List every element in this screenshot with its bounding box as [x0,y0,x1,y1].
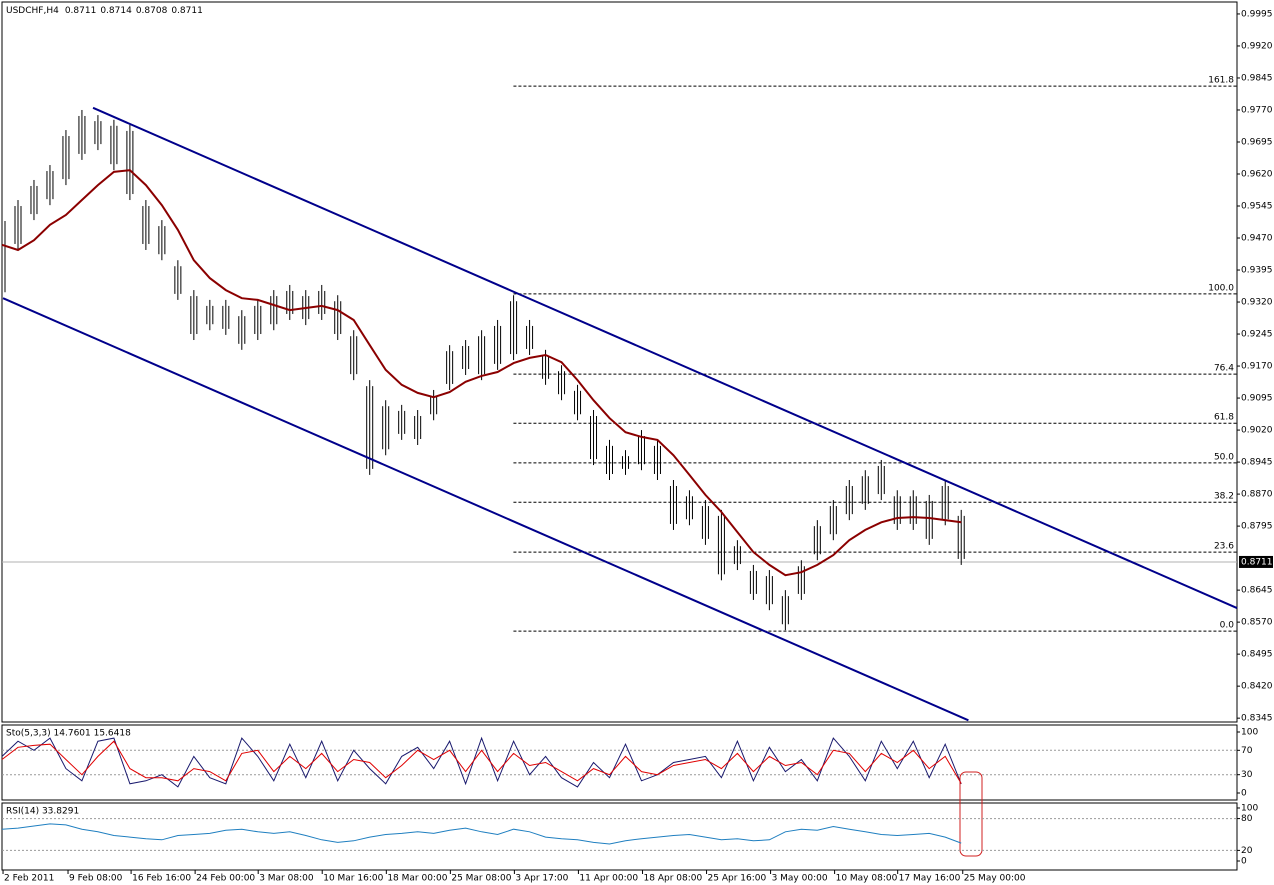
fib-label: 23.6 [1214,542,1234,552]
trend-line [2,297,969,722]
x-tick-label: 9 Feb 08:00 [69,874,123,884]
y-tick-label: 0.9845 [1241,73,1273,83]
fib-label: 61.8 [1214,413,1234,423]
fib-label: 76.4 [1214,364,1234,374]
y-tick-label: 0.9920 [1241,41,1273,51]
symbol: USDCHF,H4 [6,6,59,16]
x-tick-label: 10 Mar 16:00 [323,874,383,884]
x-tick-label: 18 Mar 00:00 [387,874,447,884]
y-tick-label: 0.9020 [1241,426,1273,436]
x-tick-label: 25 Mar 08:00 [451,874,511,884]
x-tick-label: 18 Apr 08:00 [644,874,703,884]
fib-label: 100.0 [1208,283,1234,293]
y-tick-label: 100 [1241,728,1258,738]
x-tick-label: 16 Feb 16:00 [132,874,191,884]
price-panel [1,1,1238,723]
y-tick-label: 100 [1241,803,1258,813]
y-tick-label: 20 [1241,846,1253,856]
x-tick-label: 3 Apr 17:00 [515,874,568,884]
fib-label: 38.2 [1214,492,1234,502]
x-tick-label: 3 Mar 08:00 [259,874,314,884]
y-tick-label: 0.9545 [1241,202,1273,212]
y-tick-label: 0.9095 [1241,394,1273,404]
trend-line [92,106,1238,609]
last-price-label: 0.8711 [1241,557,1273,567]
y-tick-label: 0.8645 [1241,586,1273,596]
y-tick-label: 0.9395 [1241,266,1273,276]
rsi-panel [1,802,1238,871]
y-tick-label: 0 [1241,788,1247,798]
y-tick-label: 0.8570 [1241,618,1273,628]
y-tick-label: 0.9245 [1241,330,1273,340]
x-tick-label: 25 May 00:00 [964,874,1026,884]
x-tick-label: 10 May 08:00 [836,874,898,884]
y-tick-label: 0.9170 [1241,362,1273,372]
x-tick-label: 17 May 16:00 [899,874,961,884]
fib-label: 161.8 [1208,76,1234,86]
x-tick-label: 11 Apr 00:00 [579,874,638,884]
y-tick-label: 0.8345 [1241,714,1273,724]
high: 0.8714 [100,6,132,16]
y-tick-label: 0.9470 [1241,234,1273,244]
chart-title: USDCHF,H4 0.8711 0.8714 0.8708 0.8711 [6,6,203,16]
stochastic-panel [1,724,1238,801]
fib-label: 50.0 [1214,452,1234,462]
y-tick-label: 30 [1241,770,1253,780]
y-tick-label: 0.8870 [1241,490,1273,500]
y-tick-label: 0.9695 [1241,137,1273,147]
y-tick-label: 80 [1241,814,1253,824]
y-tick-label: 0.9620 [1241,169,1273,179]
x-tick-label: 2 Feb 2011 [4,874,54,884]
stochastic-label: Sto(5,3,3) 14.7601 15.6418 [6,729,131,739]
fib-label: 0.0 [1220,621,1235,631]
y-tick-label: 70 [1241,746,1253,756]
y-tick-label: 0.9995 [1241,9,1273,19]
x-tick-label: 3 May 00:00 [772,874,828,884]
indicator-line [1,736,962,788]
y-tick-label: 0.8495 [1241,650,1273,660]
highlight-box [959,771,983,857]
moving-average [1,169,962,577]
close: 0.8711 [171,6,203,16]
last-price-box [1239,555,1273,568]
open: 0.8711 [65,6,97,16]
y-tick-label: 0.8795 [1241,522,1273,532]
low: 0.8708 [136,6,168,16]
x-tick-label: 24 Feb 00:00 [196,874,255,884]
y-tick-label: 0.8945 [1241,458,1273,468]
y-tick-label: 0 [1241,856,1247,866]
y-tick-label: 0.9770 [1241,105,1273,115]
x-tick-label: 25 Apr 16:00 [708,874,767,884]
indicator-line [1,823,962,845]
y-tick-label: 0.8420 [1241,682,1273,692]
y-tick-label: 0.9320 [1241,298,1273,308]
rsi-label: RSI(14) 33.8291 [6,807,79,817]
indicator-line [1,740,962,784]
